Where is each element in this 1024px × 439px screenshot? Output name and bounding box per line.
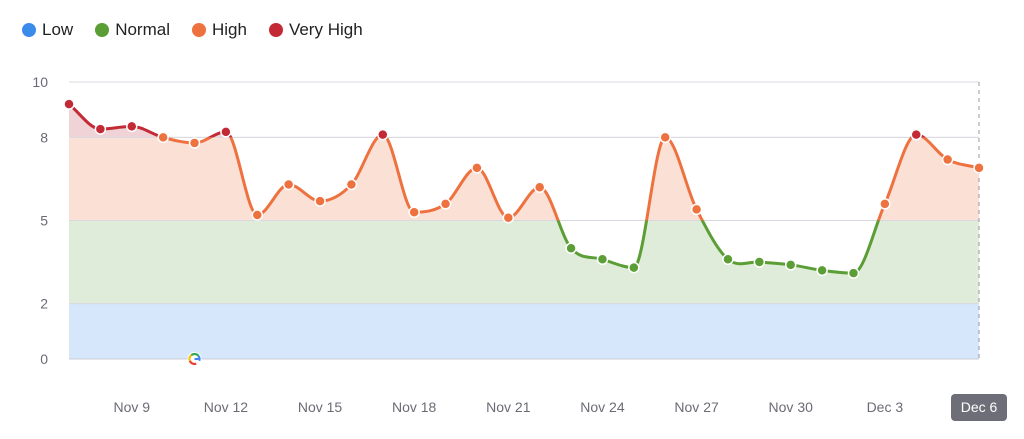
- data-point[interactable]: [533, 181, 546, 194]
- data-point[interactable]: [659, 131, 671, 144]
- data-point[interactable]: [126, 120, 138, 133]
- data-point[interactable]: [879, 198, 891, 210]
- y-tick-label: 10: [32, 74, 48, 90]
- x-tick-label: Dec 3: [867, 399, 904, 415]
- x-tick-label: Nov 12: [204, 399, 249, 415]
- data-point[interactable]: [94, 123, 107, 135]
- data-point[interactable]: [628, 261, 640, 274]
- data-point[interactable]: [941, 153, 954, 166]
- series-line-high: [158, 137, 979, 221]
- legend-dot-icon: [191, 23, 206, 37]
- legend-label: Normal: [115, 20, 170, 39]
- x-tick-label: Nov 21: [486, 399, 531, 415]
- data-point[interactable]: [63, 98, 75, 110]
- x-tick-label: Nov 15: [298, 399, 343, 415]
- data-point[interactable]: [816, 264, 828, 277]
- band-fill-normal: [69, 220, 979, 304]
- data-point[interactable]: [784, 259, 797, 271]
- data-point[interactable]: [251, 209, 264, 221]
- y-tick-label: 2: [40, 296, 48, 312]
- legend-dot-icon: [268, 23, 283, 37]
- legend-item-high[interactable]: High: [191, 20, 247, 40]
- legend-dot-icon: [95, 23, 110, 37]
- y-tick-label: 0: [40, 351, 48, 367]
- x-tick-label: Nov 9: [113, 399, 150, 415]
- band-fill-low: [69, 303, 979, 359]
- data-point[interactable]: [565, 242, 577, 254]
- data-point[interactable]: [753, 256, 766, 268]
- data-point[interactable]: [502, 211, 515, 224]
- data-point[interactable]: [973, 162, 985, 174]
- data-point[interactable]: [910, 128, 922, 141]
- legend-label: Very High: [288, 20, 363, 39]
- x-tick-label: Nov 24: [580, 399, 625, 415]
- legend-item-very-high[interactable]: Very High: [268, 20, 363, 40]
- data-point[interactable]: [377, 128, 389, 141]
- band-fill-high: [69, 137, 979, 221]
- x-tick-label: Nov 30: [769, 399, 814, 415]
- legend-dot-icon: [22, 23, 36, 37]
- x-tick-label: Nov 27: [674, 399, 719, 415]
- data-point[interactable]: [690, 203, 703, 216]
- legend-item-normal[interactable]: Normal: [95, 20, 170, 40]
- y-tick-label: 5: [40, 213, 48, 229]
- data-point[interactable]: [157, 131, 169, 144]
- data-point[interactable]: [439, 198, 452, 210]
- data-point[interactable]: [847, 267, 860, 279]
- data-point[interactable]: [471, 162, 483, 174]
- google-icon[interactable]: [187, 352, 202, 366]
- legend-label: High: [211, 20, 247, 39]
- data-point[interactable]: [314, 195, 326, 207]
- legend-item-low[interactable]: Low: [22, 20, 73, 40]
- highlighted-date-label: Dec 6: [961, 399, 998, 415]
- data-point[interactable]: [722, 253, 734, 266]
- y-tick-label: 8: [40, 129, 48, 145]
- data-point[interactable]: [408, 206, 420, 218]
- data-point[interactable]: [282, 178, 295, 191]
- data-point[interactable]: [188, 137, 201, 149]
- data-point[interactable]: [345, 178, 358, 191]
- x-tick-label: Nov 18: [392, 399, 437, 415]
- series-line-normal: [556, 220, 880, 275]
- data-point[interactable]: [596, 253, 609, 266]
- legend-label: Low: [42, 20, 74, 39]
- highlighted-date-badge: [951, 394, 1007, 421]
- legend: Low Normal High Very High: [22, 20, 363, 40]
- data-point[interactable]: [220, 126, 232, 138]
